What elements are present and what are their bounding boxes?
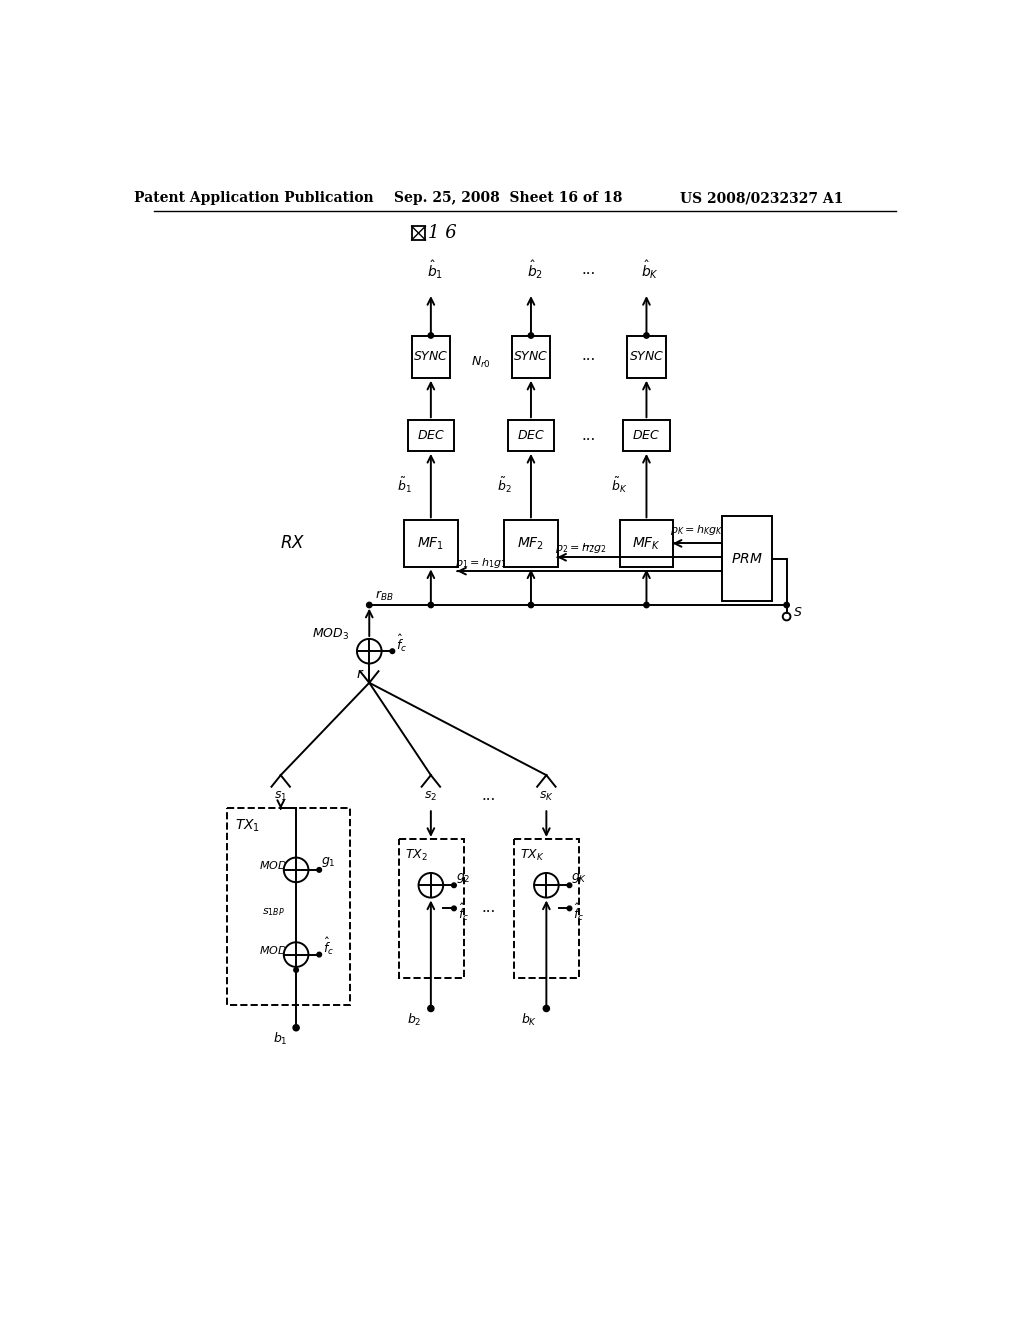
Circle shape [294, 968, 298, 973]
Circle shape [428, 602, 433, 607]
Text: $p_1 = h_1 g_1$: $p_1 = h_1 g_1$ [455, 557, 507, 570]
Text: $MF_1$: $MF_1$ [417, 535, 444, 552]
Circle shape [428, 333, 433, 338]
Text: $\tilde{b}_1$: $\tilde{b}_1$ [396, 477, 412, 495]
Text: $\hat{b}_1$: $\hat{b}_1$ [427, 259, 442, 281]
Circle shape [284, 942, 308, 968]
Text: ...: ... [481, 789, 496, 803]
Text: $s_2$: $s_2$ [424, 789, 437, 803]
Text: $DEC$: $DEC$ [633, 429, 660, 442]
Text: ...: ... [481, 902, 496, 915]
Circle shape [293, 1024, 299, 1031]
Bar [624, 420, 670, 451]
Circle shape [452, 883, 457, 887]
Bar [620, 520, 674, 566]
Bar [412, 226, 425, 240]
Text: $MOD_2$: $MOD_2$ [259, 859, 292, 873]
Circle shape [284, 858, 308, 882]
Text: $MF_2$: $MF_2$ [517, 535, 545, 552]
Text: $b_1$: $b_1$ [273, 1031, 288, 1047]
Text: $r$: $r$ [355, 668, 365, 681]
Text: $s_K$: $s_K$ [539, 789, 554, 803]
Circle shape [544, 1006, 550, 1011]
Circle shape [567, 883, 571, 887]
Text: $b_2$: $b_2$ [407, 1012, 421, 1028]
Bar [408, 420, 454, 451]
Circle shape [535, 873, 559, 898]
Text: ...: ... [582, 536, 596, 550]
Circle shape [784, 602, 790, 607]
Text: $S$: $S$ [794, 606, 803, 619]
Text: $\hat{f}_c$: $\hat{f}_c$ [396, 632, 408, 655]
Text: $p_K = h_K g_K$: $p_K = h_K g_K$ [670, 523, 723, 536]
Circle shape [316, 952, 322, 957]
Bar [628, 335, 666, 378]
Text: $b_K$: $b_K$ [521, 1012, 538, 1028]
Text: $N_{r0}$: $N_{r0}$ [471, 355, 490, 370]
Bar [412, 335, 451, 378]
Bar [504, 520, 558, 566]
Text: US 2008/0232327 A1: US 2008/0232327 A1 [680, 191, 844, 206]
Text: $g_1$: $g_1$ [322, 855, 336, 869]
Bar [508, 420, 554, 451]
Text: $\hat{f}_c$: $\hat{f}_c$ [323, 936, 334, 957]
Text: $\hat{b}_K$: $\hat{b}_K$ [641, 259, 659, 281]
Text: $\tilde{b}_2$: $\tilde{b}_2$ [497, 477, 511, 495]
Circle shape [357, 639, 382, 664]
Text: $\hat{f}_c$: $\hat{f}_c$ [573, 902, 585, 923]
Bar [514, 840, 580, 978]
Text: ...: ... [582, 350, 596, 363]
Circle shape [428, 1006, 434, 1011]
Circle shape [316, 867, 322, 873]
Text: Patent Application Publication: Patent Application Publication [134, 191, 374, 206]
Bar [403, 520, 458, 566]
Text: $DEC$: $DEC$ [517, 429, 545, 442]
Text: $s_{1BP}$: $s_{1BP}$ [262, 907, 285, 919]
Text: $\tilde{b}_K$: $\tilde{b}_K$ [611, 477, 628, 495]
Circle shape [390, 649, 394, 653]
Text: $r_{BB}$: $r_{BB}$ [376, 589, 394, 603]
Text: $MOD_3$: $MOD_3$ [312, 627, 349, 642]
Text: $g_K$: $g_K$ [570, 871, 587, 884]
Text: ...: ... [582, 263, 596, 277]
Circle shape [528, 333, 534, 338]
Text: $RX$: $RX$ [280, 535, 305, 552]
Text: $MOD_1$: $MOD_1$ [259, 944, 292, 957]
Text: 1 6: 1 6 [428, 224, 457, 242]
Text: $SYNC$: $SYNC$ [413, 350, 449, 363]
Text: $TX_2$: $TX_2$ [404, 849, 427, 863]
Circle shape [419, 873, 443, 898]
Text: $SYNC$: $SYNC$ [629, 350, 665, 363]
Bar [398, 840, 464, 978]
Text: $g_2$: $g_2$ [456, 871, 470, 884]
Circle shape [644, 602, 649, 607]
Text: $s_1$: $s_1$ [274, 789, 288, 803]
Circle shape [644, 333, 649, 338]
Circle shape [567, 906, 571, 911]
Text: $PRM$: $PRM$ [731, 552, 762, 566]
Text: $\hat{b}_2$: $\hat{b}_2$ [526, 259, 543, 281]
Text: $MF_K$: $MF_K$ [632, 535, 660, 552]
Bar [722, 516, 772, 601]
Circle shape [528, 602, 534, 607]
Text: $\hat{f}_c$: $\hat{f}_c$ [458, 902, 469, 923]
Text: Sep. 25, 2008  Sheet 16 of 18: Sep. 25, 2008 Sheet 16 of 18 [393, 191, 622, 206]
Circle shape [452, 906, 457, 911]
Text: ...: ... [582, 429, 596, 442]
Bar [512, 335, 550, 378]
Bar [226, 808, 350, 1005]
Text: $TX_1$: $TX_1$ [234, 817, 260, 834]
Text: $DEC$: $DEC$ [417, 429, 445, 442]
Circle shape [367, 602, 372, 607]
Text: $p_2 = h_2 g_2$: $p_2 = h_2 g_2$ [555, 541, 607, 554]
Text: $SYNC$: $SYNC$ [513, 350, 549, 363]
Circle shape [782, 612, 791, 620]
Text: $TX_K$: $TX_K$ [520, 849, 545, 863]
